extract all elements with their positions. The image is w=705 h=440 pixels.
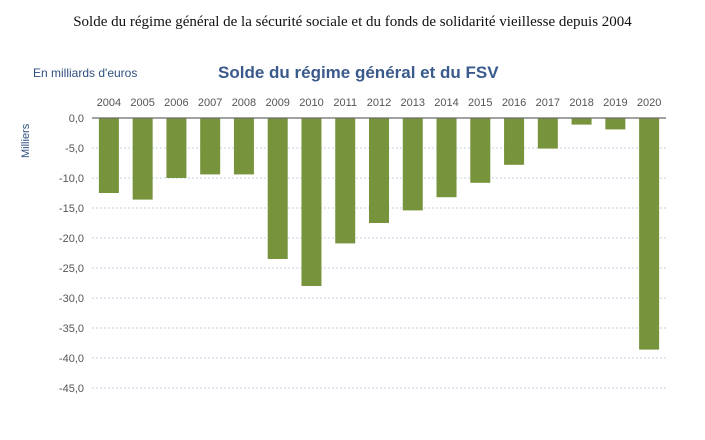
bar: [537, 118, 558, 149]
y-tick-label: -45,0: [59, 383, 84, 395]
x-tick-label: 2008: [232, 97, 256, 109]
y-tick-label: -25,0: [59, 263, 84, 275]
bar: [301, 118, 322, 286]
x-tick-label: 2012: [367, 97, 391, 109]
y-tick-label: -10,0: [59, 173, 84, 185]
bar: [639, 118, 660, 350]
x-tick-label: 2006: [164, 97, 188, 109]
page-title: Solde du régime général de la sécurité s…: [73, 14, 632, 30]
bar: [402, 118, 423, 211]
bar: [335, 118, 356, 244]
bar: [200, 118, 221, 175]
bar: [166, 118, 187, 178]
x-tick-label: 2014: [434, 97, 458, 109]
bar: [98, 118, 119, 193]
bar: [504, 118, 525, 165]
chart-title: Solde du régime général et du FSV: [218, 63, 499, 82]
x-tick-label: 2017: [536, 97, 560, 109]
x-tick-label: 2016: [502, 97, 526, 109]
y-tick-label: -20,0: [59, 233, 84, 245]
bar: [369, 118, 389, 223]
x-tick-label: 2010: [299, 97, 323, 109]
y-tick-label: -40,0: [59, 353, 84, 365]
y-tick-label: -5,0: [65, 143, 84, 155]
y-tick-label: -15,0: [59, 203, 84, 215]
bar: [233, 118, 254, 175]
bar: [470, 118, 491, 183]
x-tick-label: 2005: [130, 97, 154, 109]
bar: [571, 118, 592, 125]
x-tick-label: 2007: [198, 97, 222, 109]
y-tick-label: 0,0: [69, 113, 84, 125]
y-tick-label: -35,0: [59, 323, 84, 335]
bar: [132, 118, 153, 200]
x-tick-label: 2019: [603, 97, 627, 109]
x-tick-label: 2020: [637, 97, 661, 109]
x-tick-label: 2015: [468, 97, 492, 109]
x-tick-label: 2018: [569, 97, 593, 109]
x-tick-label: 2004: [97, 97, 121, 109]
bar: [605, 118, 626, 130]
x-tick-label: 2013: [401, 97, 425, 109]
x-tick-label: 2009: [265, 97, 289, 109]
bar: [267, 118, 288, 259]
x-tick-label: 2011: [333, 97, 357, 109]
y-tick-label: -30,0: [59, 293, 84, 305]
bar: [436, 118, 457, 198]
unit-label: En milliards d'euros: [33, 66, 138, 80]
